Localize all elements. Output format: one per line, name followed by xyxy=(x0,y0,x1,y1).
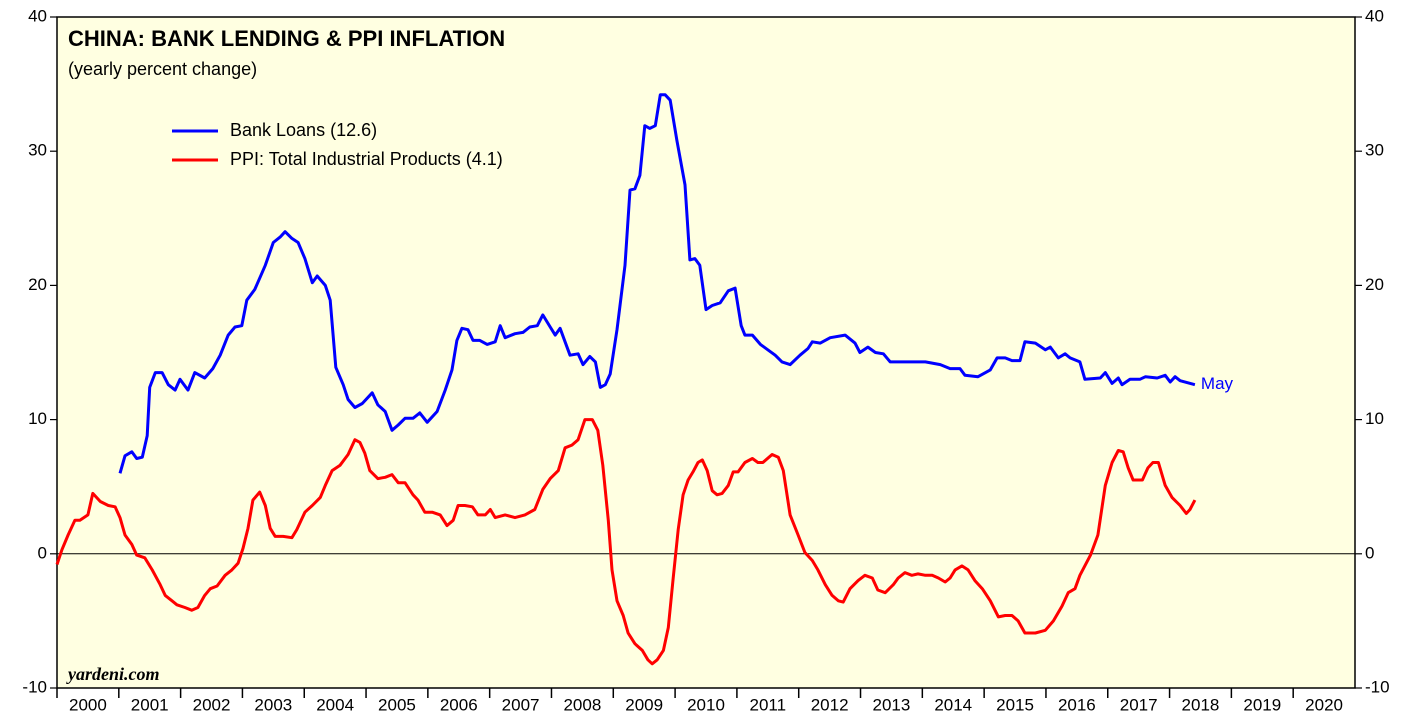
chart-title: CHINA: BANK LENDING & PPI INFLATION xyxy=(68,26,505,51)
x-tick-label: 2020 xyxy=(1305,695,1343,714)
x-tick-label: 2015 xyxy=(996,695,1034,714)
x-tick-label: 2004 xyxy=(316,695,354,714)
x-tick-label: 2008 xyxy=(563,695,601,714)
x-tick-label: 2003 xyxy=(254,695,292,714)
x-tick-label: 2018 xyxy=(1182,695,1220,714)
y2-tick-label: -10 xyxy=(1365,677,1390,696)
annotation: May xyxy=(1201,374,1234,393)
x-tick-label: 2001 xyxy=(131,695,169,714)
legend-label: Bank Loans (12.6) xyxy=(230,120,377,140)
source: yardeni.com xyxy=(66,664,160,684)
x-tick-label: 2010 xyxy=(687,695,725,714)
x-tick-label: 2012 xyxy=(811,695,849,714)
x-tick-label: 2014 xyxy=(934,695,972,714)
x-tick-label: 2016 xyxy=(1058,695,1096,714)
x-tick-label: 2009 xyxy=(625,695,663,714)
x-tick-label: 2006 xyxy=(440,695,478,714)
legend-label: PPI: Total Industrial Products (4.1) xyxy=(230,149,503,169)
series-line xyxy=(118,93,1196,474)
x-tick-label: 2013 xyxy=(873,695,911,714)
x-tick-label: 2017 xyxy=(1120,695,1158,714)
x-tick-label: 2002 xyxy=(193,695,231,714)
plot-area xyxy=(56,16,1356,689)
series-line xyxy=(55,418,1197,666)
x-tick-label: 2011 xyxy=(750,695,787,714)
chart-subtitle: (yearly percent change) xyxy=(68,59,257,79)
y-tick-label: 30 xyxy=(28,141,47,160)
y2-tick-label: 40 xyxy=(1365,6,1384,25)
x-tick-label: 2019 xyxy=(1243,695,1281,714)
x-tick-label: 2000 xyxy=(69,695,107,714)
x-tick-label: 2005 xyxy=(378,695,416,714)
y-tick-label: -10 xyxy=(22,677,47,696)
y2-tick-label: 10 xyxy=(1365,409,1384,428)
y2-tick-label: 0 xyxy=(1365,543,1374,562)
y-tick-label: 20 xyxy=(28,275,47,294)
y-tick-label: 0 xyxy=(38,543,47,562)
y2-tick-label: 20 xyxy=(1365,275,1384,294)
y-tick-label: 10 xyxy=(28,409,47,428)
y-tick-label: 40 xyxy=(28,6,47,25)
y2-tick-label: 30 xyxy=(1365,141,1384,160)
x-tick-label: 2007 xyxy=(502,695,540,714)
